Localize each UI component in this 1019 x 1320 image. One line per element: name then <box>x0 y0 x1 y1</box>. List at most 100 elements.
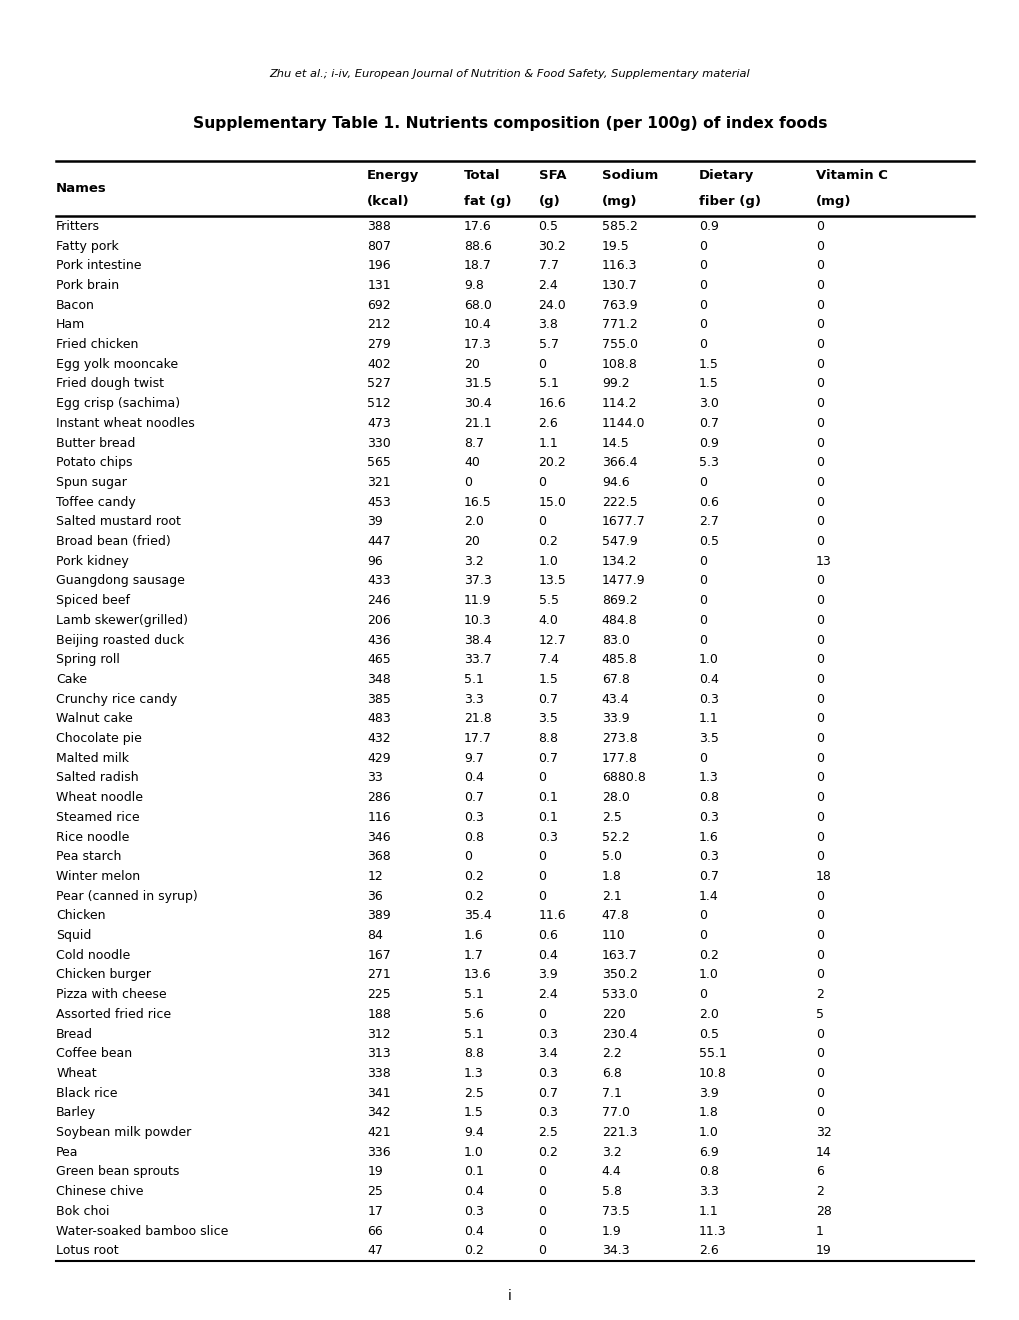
Text: 0.4: 0.4 <box>538 949 557 962</box>
Text: 130.7: 130.7 <box>601 279 637 292</box>
Text: 0.4: 0.4 <box>698 673 717 686</box>
Text: 88.6: 88.6 <box>464 239 491 252</box>
Text: 0: 0 <box>815 397 823 411</box>
Text: 0.1: 0.1 <box>538 810 557 824</box>
Text: 1144.0: 1144.0 <box>601 417 645 430</box>
Text: SFA: SFA <box>538 169 566 182</box>
Text: 4.4: 4.4 <box>601 1166 621 1179</box>
Text: 16.6: 16.6 <box>538 397 566 411</box>
Text: 465: 465 <box>367 653 390 667</box>
Text: Black rice: Black rice <box>56 1086 117 1100</box>
Text: 30.4: 30.4 <box>464 397 491 411</box>
Text: 2.6: 2.6 <box>538 417 557 430</box>
Text: 0: 0 <box>538 870 546 883</box>
Text: 17.6: 17.6 <box>464 220 491 232</box>
Text: 3.5: 3.5 <box>698 733 717 744</box>
Text: Zhu et al.; i-iv, European Journal of Nutrition & Food Safety, Supplementary mat: Zhu et al.; i-iv, European Journal of Nu… <box>269 69 750 79</box>
Text: Pork kidney: Pork kidney <box>56 554 128 568</box>
Text: 346: 346 <box>367 830 390 843</box>
Text: 1.5: 1.5 <box>464 1106 483 1119</box>
Text: 18: 18 <box>815 870 832 883</box>
Text: 177.8: 177.8 <box>601 752 637 764</box>
Text: Chicken burger: Chicken burger <box>56 969 151 982</box>
Text: 33: 33 <box>367 771 382 784</box>
Text: Malted milk: Malted milk <box>56 752 129 764</box>
Text: 13: 13 <box>815 554 830 568</box>
Text: 3.2: 3.2 <box>601 1146 621 1159</box>
Text: 0.5: 0.5 <box>698 535 718 548</box>
Text: 20: 20 <box>464 535 480 548</box>
Text: 20.2: 20.2 <box>538 457 566 469</box>
Text: 7.7: 7.7 <box>538 259 558 272</box>
Text: 40: 40 <box>464 457 480 469</box>
Text: 1.6: 1.6 <box>698 830 717 843</box>
Text: 0: 0 <box>815 634 823 647</box>
Text: 67.8: 67.8 <box>601 673 629 686</box>
Text: Supplementary Table 1. Nutrients composition (per 100g) of index foods: Supplementary Table 1. Nutrients composi… <box>193 116 826 131</box>
Text: 9.8: 9.8 <box>464 279 483 292</box>
Text: 30.2: 30.2 <box>538 239 566 252</box>
Text: Egg yolk mooncake: Egg yolk mooncake <box>56 358 178 371</box>
Text: 0: 0 <box>538 890 546 903</box>
Text: 0: 0 <box>538 1166 546 1179</box>
Text: 4.0: 4.0 <box>538 614 557 627</box>
Text: Sodium: Sodium <box>601 169 657 182</box>
Text: 453: 453 <box>367 495 390 508</box>
Text: 0.2: 0.2 <box>538 535 557 548</box>
Text: 0.2: 0.2 <box>464 890 483 903</box>
Text: 55.1: 55.1 <box>698 1047 726 1060</box>
Text: 14.5: 14.5 <box>601 437 629 450</box>
Text: 0: 0 <box>538 1225 546 1238</box>
Text: 0: 0 <box>815 733 823 744</box>
Text: 402: 402 <box>367 358 390 371</box>
Text: 0.2: 0.2 <box>698 949 717 962</box>
Text: 0: 0 <box>815 1086 823 1100</box>
Text: Walnut cake: Walnut cake <box>56 713 132 725</box>
Text: 0.7: 0.7 <box>698 417 718 430</box>
Text: 167: 167 <box>367 949 390 962</box>
Text: 436: 436 <box>367 634 390 647</box>
Text: 83.0: 83.0 <box>601 634 629 647</box>
Text: 3.2: 3.2 <box>464 554 483 568</box>
Text: 3.3: 3.3 <box>464 693 483 706</box>
Text: 0.5: 0.5 <box>538 220 558 232</box>
Text: Bacon: Bacon <box>56 298 95 312</box>
Text: 1677.7: 1677.7 <box>601 515 645 528</box>
Text: 1.3: 1.3 <box>698 771 717 784</box>
Text: 17.3: 17.3 <box>464 338 491 351</box>
Text: Soybean milk powder: Soybean milk powder <box>56 1126 192 1139</box>
Text: 342: 342 <box>367 1106 390 1119</box>
Text: 279: 279 <box>367 338 390 351</box>
Text: 0: 0 <box>538 1185 546 1199</box>
Text: 108.8: 108.8 <box>601 358 637 371</box>
Text: 313: 313 <box>367 1047 390 1060</box>
Text: 0: 0 <box>815 653 823 667</box>
Text: 0: 0 <box>815 298 823 312</box>
Text: Pea: Pea <box>56 1146 78 1159</box>
Text: 131: 131 <box>367 279 390 292</box>
Text: 0.3: 0.3 <box>538 1027 557 1040</box>
Text: 273.8: 273.8 <box>601 733 637 744</box>
Text: 2.0: 2.0 <box>698 1008 717 1020</box>
Text: Spun sugar: Spun sugar <box>56 477 126 488</box>
Text: Lotus root: Lotus root <box>56 1245 118 1257</box>
Text: 0: 0 <box>815 909 823 923</box>
Text: 6.9: 6.9 <box>698 1146 717 1159</box>
Text: 0.6: 0.6 <box>698 495 717 508</box>
Text: 0: 0 <box>815 830 823 843</box>
Text: 3.4: 3.4 <box>538 1047 557 1060</box>
Text: 0: 0 <box>815 1067 823 1080</box>
Text: 755.0: 755.0 <box>601 338 637 351</box>
Text: Assorted fried rice: Assorted fried rice <box>56 1008 171 1020</box>
Text: 0: 0 <box>815 752 823 764</box>
Text: 421: 421 <box>367 1126 390 1139</box>
Text: 24.0: 24.0 <box>538 298 566 312</box>
Text: Spring roll: Spring roll <box>56 653 120 667</box>
Text: 12: 12 <box>367 870 382 883</box>
Text: 32: 32 <box>815 1126 830 1139</box>
Text: (mg): (mg) <box>601 195 637 209</box>
Text: 99.2: 99.2 <box>601 378 629 391</box>
Text: Fried dough twist: Fried dough twist <box>56 378 164 391</box>
Text: 0: 0 <box>815 771 823 784</box>
Text: 10.8: 10.8 <box>698 1067 726 1080</box>
